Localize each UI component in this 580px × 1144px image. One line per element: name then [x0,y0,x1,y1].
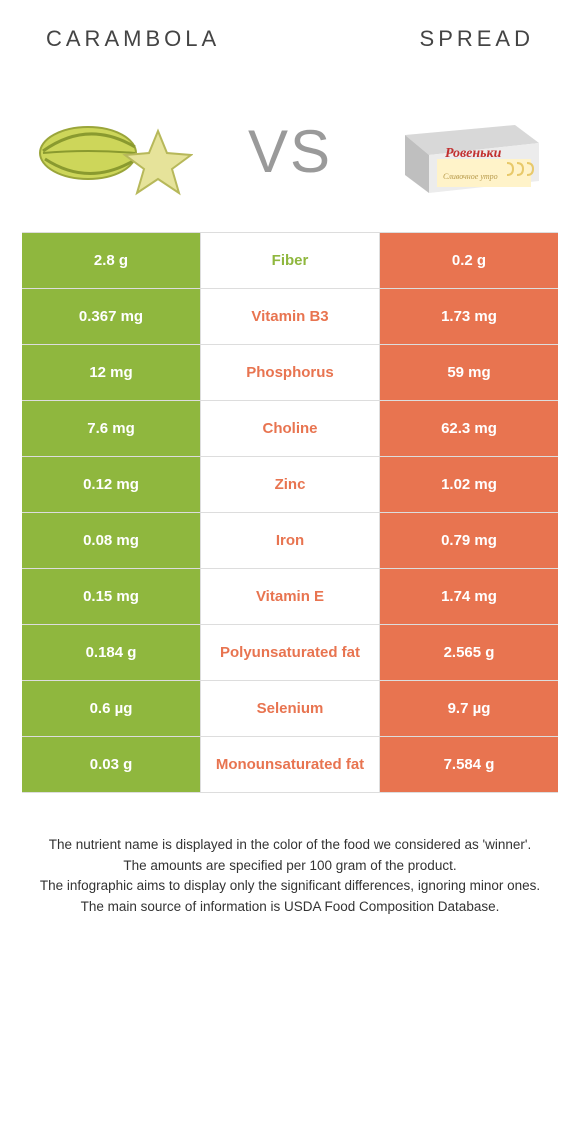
right-food-title: SPREAD [420,26,534,52]
spread-box-icon: Ровеньки Сливочное утро [387,101,547,201]
nutrient-label: Zinc [200,457,380,512]
nutrient-label: Fiber [200,233,380,288]
right-value: 59 mg [380,345,558,400]
left-value: 12 mg [22,345,200,400]
nutrient-label: Vitamin B3 [200,289,380,344]
page: CARAMBOLA SPREAD VS Ровеньки Сливочное у… [0,0,580,916]
table-row: 2.8 gFiber0.2 g [22,233,558,289]
left-value: 0.6 µg [22,681,200,736]
left-food-title: CARAMBOLA [46,26,220,52]
svg-text:Ровеньки: Ровеньки [445,146,502,161]
footer-line: The amounts are specified per 100 gram o… [36,856,544,876]
header: CARAMBOLA SPREAD [22,26,558,60]
left-value: 0.03 g [22,737,200,792]
right-value: 0.2 g [380,233,558,288]
nutrient-label: Selenium [200,681,380,736]
left-value: 7.6 mg [22,401,200,456]
right-value: 1.02 mg [380,457,558,512]
table-row: 0.15 mgVitamin E1.74 mg [22,569,558,625]
footer-notes: The nutrient name is displayed in the co… [22,793,558,916]
left-value: 0.184 g [22,625,200,680]
table-row: 0.367 mgVitamin B31.73 mg [22,289,558,345]
left-value: 0.367 mg [22,289,200,344]
spread-image: Ровеньки Сливочное утро [385,96,550,206]
nutrient-label: Iron [200,513,380,568]
left-value: 0.08 mg [22,513,200,568]
left-value: 0.15 mg [22,569,200,624]
footer-line: The infographic aims to display only the… [36,876,544,896]
nutrient-label: Polyunsaturated fat [200,625,380,680]
table-row: 0.6 µgSelenium9.7 µg [22,681,558,737]
nutrient-table: 2.8 gFiber0.2 g0.367 mgVitamin B31.73 mg… [22,232,558,793]
right-value: 62.3 mg [380,401,558,456]
right-value: 2.565 g [380,625,558,680]
table-row: 12 mgPhosphorus59 mg [22,345,558,401]
svg-text:Сливочное утро: Сливочное утро [443,172,498,181]
carambola-icon [33,101,193,201]
nutrient-label: Phosphorus [200,345,380,400]
table-row: 0.184 gPolyunsaturated fat2.565 g [22,625,558,681]
right-value: 1.73 mg [380,289,558,344]
table-row: 0.12 mgZinc1.02 mg [22,457,558,513]
right-value: 9.7 µg [380,681,558,736]
right-value: 0.79 mg [380,513,558,568]
table-row: 7.6 mgCholine62.3 mg [22,401,558,457]
right-value: 7.584 g [380,737,558,792]
right-value: 1.74 mg [380,569,558,624]
nutrient-label: Vitamin E [200,569,380,624]
nutrient-label: Monounsaturated fat [200,737,380,792]
left-value: 0.12 mg [22,457,200,512]
table-row: 0.03 gMonounsaturated fat7.584 g [22,737,558,793]
left-value: 2.8 g [22,233,200,288]
footer-line: The nutrient name is displayed in the co… [36,835,544,855]
nutrient-label: Choline [200,401,380,456]
hero-row: VS Ровеньки Сливочное утро [22,60,558,232]
footer-line: The main source of information is USDA F… [36,897,544,917]
table-row: 0.08 mgIron0.79 mg [22,513,558,569]
carambola-image [30,96,195,206]
vs-label: VS [248,117,332,186]
